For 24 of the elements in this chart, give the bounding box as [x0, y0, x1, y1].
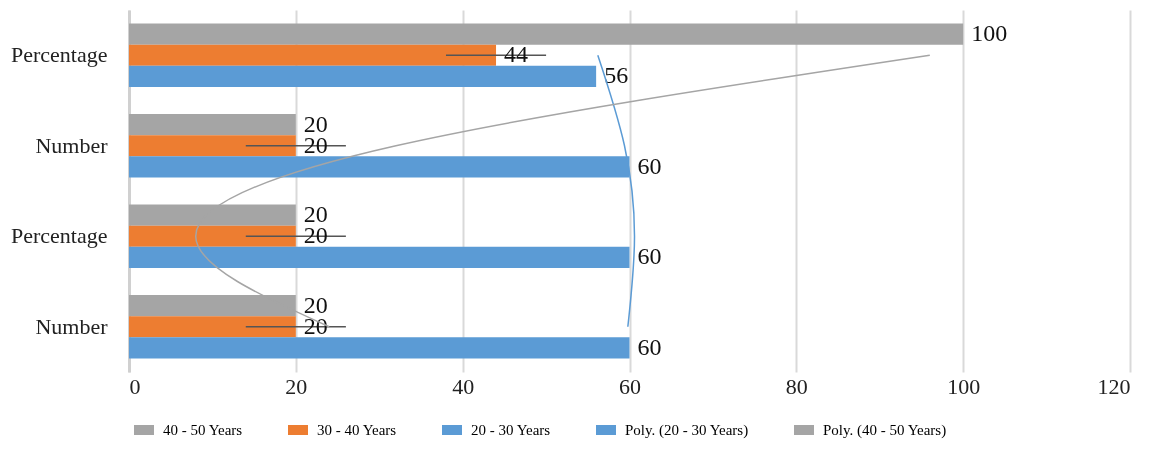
- legend-label: 40 - 50 Years: [163, 422, 243, 438]
- data-label: 20: [303, 201, 328, 228]
- data-label: 56: [604, 62, 629, 89]
- data-label: 60: [637, 243, 662, 270]
- data-label: 20: [303, 291, 328, 318]
- x-tick-label: 100: [947, 373, 981, 399]
- legend-label: 20 - 30 Years: [471, 422, 551, 438]
- data-label: 20: [303, 110, 328, 137]
- y-tick-label: Number: [35, 132, 109, 158]
- y-tick-label: Percentage: [11, 223, 108, 249]
- x-tick-label: 20: [285, 373, 308, 399]
- x-tick-label: 40: [452, 373, 475, 399]
- y-tick-label: Percentage: [11, 42, 108, 68]
- legend-label: Poly. (40 - 50 Years): [823, 422, 947, 439]
- data-label: 100: [971, 20, 1008, 47]
- x-tick-label: 80: [785, 373, 808, 399]
- x-tick-label: 0: [129, 373, 141, 399]
- x-tick-label: 120: [1097, 373, 1131, 399]
- legend-label: Poly. (20 - 30 Years): [625, 422, 749, 439]
- data-label: 60: [637, 152, 662, 179]
- data-label: 60: [637, 333, 662, 360]
- legend-label: 30 - 40 Years: [317, 422, 397, 438]
- x-tick-label: 60: [619, 373, 641, 399]
- y-tick-label: Number: [35, 313, 109, 339]
